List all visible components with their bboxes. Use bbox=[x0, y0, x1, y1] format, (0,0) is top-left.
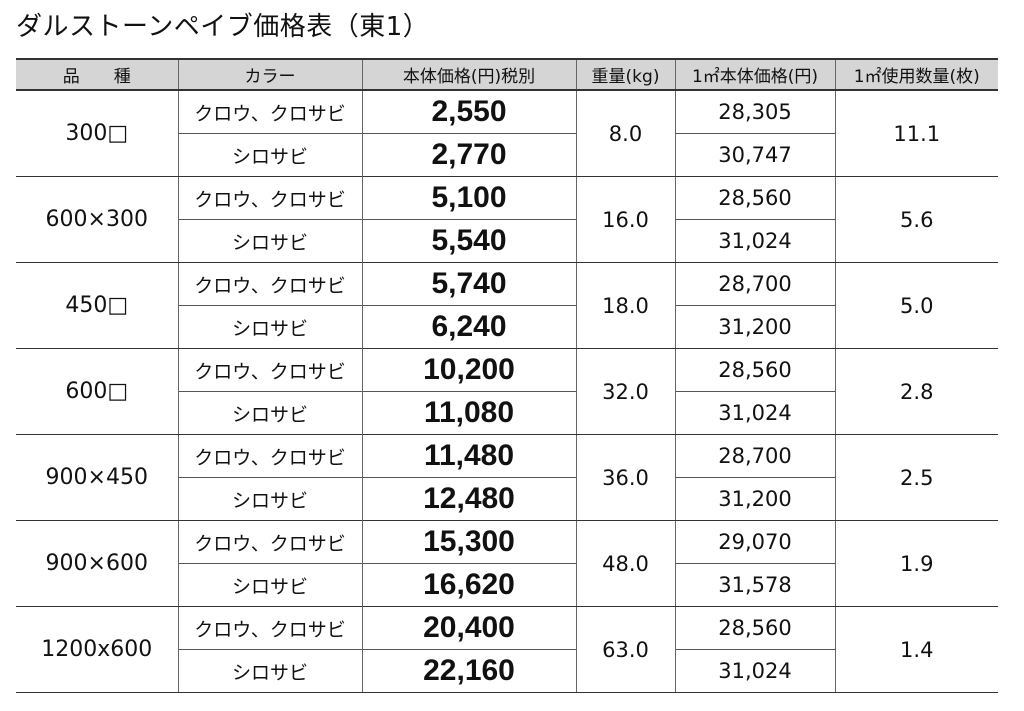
unit-price-cell: 31,024 bbox=[674, 219, 836, 263]
count-cell: 11.1 bbox=[834, 89, 998, 177]
color-cell: シロサビ bbox=[178, 563, 363, 607]
table-row: シロサビ 5,540 31,024 bbox=[16, 219, 998, 263]
color-cell: クロウ、クロサビ bbox=[177, 520, 363, 564]
table-row: 450□ クロウ、クロサビ 5,740 18.0 28,700 5.0 bbox=[16, 262, 998, 349]
table-row: シロサビ 2,770 30,747 bbox=[16, 133, 998, 177]
unit-price-cell: 31,024 bbox=[674, 649, 836, 693]
color-cell: クロウ、クロサビ bbox=[177, 262, 363, 306]
table-row: 600□ クロウ、クロサビ 10,200 32.0 28,560 2.8 bbox=[16, 348, 998, 435]
table-row: 900×600 クロウ、クロサビ 15,300 48.0 29,070 1.9 bbox=[16, 520, 998, 607]
color-cell: シロサビ bbox=[178, 305, 363, 349]
unit-price-cell: 28,700 bbox=[674, 262, 836, 306]
color-cell: シロサビ bbox=[178, 133, 363, 177]
header-cell: 重量(kg) bbox=[575, 58, 676, 91]
table-row: シロサビ 22,160 31,024 bbox=[16, 649, 998, 693]
unit-price-cell: 29,070 bbox=[674, 520, 836, 564]
count-cell: 5.6 bbox=[834, 176, 998, 263]
price-cell: 6,240 bbox=[361, 305, 577, 349]
count-cell: 2.8 bbox=[834, 348, 998, 435]
color-cell: クロウ、クロサビ bbox=[177, 176, 363, 220]
color-cell: シロサビ bbox=[178, 219, 363, 263]
color-cell: シロサビ bbox=[178, 391, 363, 435]
unit-price-cell: 28,305 bbox=[674, 89, 836, 134]
color-cell: クロウ、クロサビ bbox=[177, 434, 363, 478]
unit-price-cell: 31,200 bbox=[674, 305, 836, 349]
price-cell: 22,160 bbox=[361, 649, 577, 693]
weight-cell: 16.0 bbox=[575, 176, 676, 263]
unit-price-cell: 31,200 bbox=[674, 477, 836, 521]
weight-cell: 8.0 bbox=[575, 89, 676, 177]
price-cell: 11,480 bbox=[361, 434, 577, 478]
unit-price-cell: 31,024 bbox=[674, 391, 836, 435]
price-cell: 11,080 bbox=[361, 391, 577, 435]
unit-price-cell: 28,560 bbox=[674, 348, 836, 392]
header-cell: 1㎡本体価格(円) bbox=[674, 58, 836, 91]
price-cell: 5,100 bbox=[361, 176, 577, 220]
header-cell: 1㎡使用数量(枚) bbox=[834, 58, 998, 91]
weight-cell: 36.0 bbox=[575, 434, 676, 521]
header-cell: 本体価格(円)税別 bbox=[361, 58, 577, 91]
count-cell: 2.5 bbox=[834, 434, 998, 521]
size-cell: 900×600 bbox=[16, 520, 179, 607]
header-cell: カラー bbox=[177, 58, 363, 91]
price-cell: 16,620 bbox=[361, 563, 577, 607]
weight-cell: 18.0 bbox=[575, 262, 676, 349]
weight-cell: 48.0 bbox=[575, 520, 676, 607]
unit-price-cell: 31,578 bbox=[674, 563, 836, 607]
header-cell: 品 種 bbox=[16, 58, 179, 91]
color-cell: クロウ、クロサビ bbox=[177, 606, 363, 650]
size-cell: 1200x600 bbox=[16, 606, 179, 693]
price-cell: 10,200 bbox=[361, 348, 577, 392]
unit-price-cell: 28,700 bbox=[674, 434, 836, 478]
size-cell: 600×300 bbox=[16, 176, 179, 263]
color-cell: クロウ、クロサビ bbox=[177, 89, 363, 134]
count-cell: 1.9 bbox=[834, 520, 998, 607]
price-cell: 20,400 bbox=[361, 606, 577, 650]
count-cell: 5.0 bbox=[834, 262, 998, 349]
price-table: 品 種カラー 本体価格(円)税別 重量(kg) 1㎡本体価格(円) 1㎡使用数量(枚) … bbox=[16, 58, 998, 693]
size-cell: 300□ bbox=[16, 89, 179, 177]
table-row: シロサビ 16,620 31,578 bbox=[16, 563, 998, 607]
unit-price-cell: 28,560 bbox=[674, 606, 836, 650]
table-row: 1200x600 クロウ、クロサビ 20,400 63.0 28,560 1.4 bbox=[16, 606, 998, 693]
price-cell: 5,540 bbox=[361, 219, 577, 263]
unit-price-cell: 28,560 bbox=[674, 176, 836, 220]
count-cell: 1.4 bbox=[834, 606, 998, 693]
table-row: シロサビ 12,480 31,200 bbox=[16, 477, 998, 521]
header-row: 品 種カラー 本体価格(円)税別 重量(kg) 1㎡本体価格(円) 1㎡使用数量(枚) bbox=[16, 58, 998, 91]
size-cell: 450□ bbox=[16, 262, 179, 349]
color-cell: クロウ、クロサビ bbox=[177, 348, 363, 392]
price-cell: 2,770 bbox=[361, 133, 577, 177]
unit-price-cell: 30,747 bbox=[674, 133, 836, 177]
price-cell: 5,740 bbox=[361, 262, 577, 306]
table-row: 300□ クロウ、クロサビ 2,550 8.0 28,305 11.1 bbox=[16, 89, 998, 177]
price-cell: 2,550 bbox=[361, 89, 577, 134]
table-row: 600×300 クロウ、クロサビ 5,100 16.0 28,560 5.6 bbox=[16, 176, 998, 263]
size-cell: 600□ bbox=[16, 348, 179, 435]
weight-cell: 32.0 bbox=[575, 348, 676, 435]
price-cell: 15,300 bbox=[361, 520, 577, 564]
color-cell: シロサビ bbox=[178, 477, 363, 521]
title: ダルストーンペイブ価格表（東1） bbox=[16, 12, 430, 42]
table-row: シロサビ 11,080 31,024 bbox=[16, 391, 998, 435]
table-row: シロサビ 6,240 31,200 bbox=[16, 305, 998, 349]
price-cell: 12,480 bbox=[361, 477, 577, 521]
size-cell: 900×450 bbox=[16, 434, 179, 521]
color-cell: シロサビ bbox=[178, 649, 363, 693]
weight-cell: 63.0 bbox=[575, 606, 676, 693]
table-row: 900×450 クロウ、クロサビ 11,480 36.0 28,700 2.5 bbox=[16, 434, 998, 521]
